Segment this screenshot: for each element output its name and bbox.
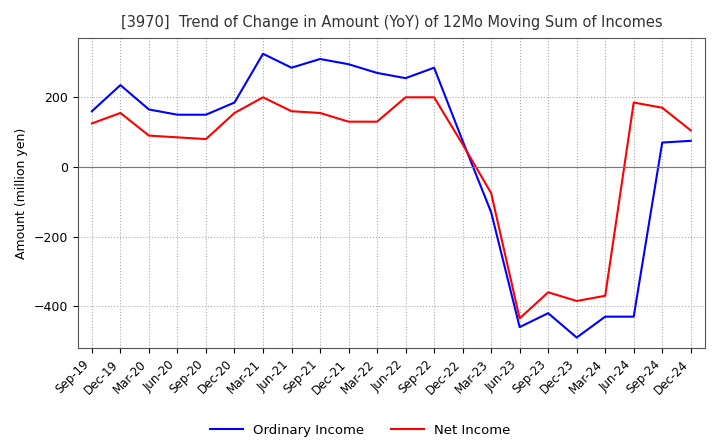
Ordinary Income xyxy=(401,76,410,81)
Net Income xyxy=(373,119,382,125)
Ordinary Income xyxy=(173,112,181,117)
Net Income xyxy=(116,110,125,116)
Ordinary Income xyxy=(516,324,524,330)
Ordinary Income xyxy=(430,65,438,70)
Ordinary Income xyxy=(145,107,153,112)
Net Income xyxy=(572,298,581,304)
Ordinary Income xyxy=(487,209,495,215)
Ordinary Income xyxy=(686,138,695,143)
Y-axis label: Amount (million yen): Amount (million yen) xyxy=(15,128,28,259)
Ordinary Income xyxy=(202,112,210,117)
Ordinary Income xyxy=(572,335,581,340)
Net Income xyxy=(516,316,524,321)
Net Income xyxy=(173,135,181,140)
Net Income xyxy=(230,110,239,116)
Ordinary Income xyxy=(116,82,125,88)
Net Income xyxy=(430,95,438,100)
Legend: Ordinary Income, Net Income: Ordinary Income, Net Income xyxy=(204,418,516,440)
Net Income xyxy=(601,293,610,298)
Net Income xyxy=(658,105,667,110)
Net Income xyxy=(202,136,210,142)
Net Income xyxy=(258,95,267,100)
Ordinary Income xyxy=(601,314,610,319)
Ordinary Income xyxy=(230,100,239,105)
Net Income xyxy=(344,119,353,125)
Net Income xyxy=(629,100,638,105)
Ordinary Income xyxy=(459,138,467,143)
Title: [3970]  Trend of Change in Amount (YoY) of 12Mo Moving Sum of Incomes: [3970] Trend of Change in Amount (YoY) o… xyxy=(120,15,662,30)
Net Income xyxy=(487,191,495,196)
Net Income xyxy=(686,128,695,133)
Ordinary Income xyxy=(629,314,638,319)
Net Income xyxy=(88,121,96,126)
Line: Net Income: Net Income xyxy=(92,97,690,319)
Line: Ordinary Income: Ordinary Income xyxy=(92,54,690,337)
Ordinary Income xyxy=(287,65,296,70)
Ordinary Income xyxy=(344,62,353,67)
Ordinary Income xyxy=(658,140,667,145)
Ordinary Income xyxy=(88,109,96,114)
Net Income xyxy=(544,290,552,295)
Ordinary Income xyxy=(315,56,324,62)
Net Income xyxy=(145,133,153,138)
Net Income xyxy=(287,109,296,114)
Ordinary Income xyxy=(373,70,382,76)
Net Income xyxy=(401,95,410,100)
Net Income xyxy=(315,110,324,116)
Ordinary Income xyxy=(544,311,552,316)
Ordinary Income xyxy=(258,51,267,56)
Net Income xyxy=(459,142,467,147)
